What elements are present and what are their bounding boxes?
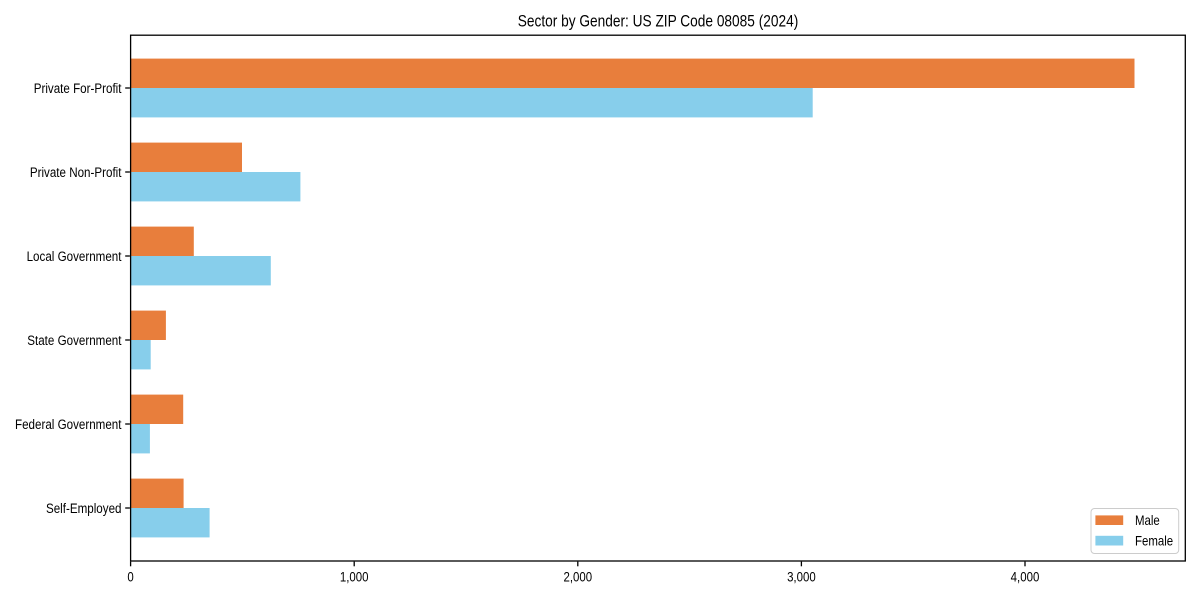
svg-text:State Government: State Government <box>27 332 122 348</box>
svg-text:Federal Government: Federal Government <box>15 416 122 432</box>
svg-text:0: 0 <box>127 569 133 584</box>
svg-text:Male: Male <box>1135 513 1160 528</box>
svg-text:Self-Employed: Self-Employed <box>46 500 122 516</box>
svg-text:3,000: 3,000 <box>787 569 816 584</box>
svg-text:Local Government: Local Government <box>27 248 122 264</box>
svg-text:Private Non-Profit: Private Non-Profit <box>30 164 122 180</box>
svg-text:Sector by Gender: US ZIP Code: Sector by Gender: US ZIP Code 08085 (202… <box>518 12 799 30</box>
svg-text:1,000: 1,000 <box>340 569 369 584</box>
svg-text:4,000: 4,000 <box>1011 569 1040 584</box>
svg-text:2,000: 2,000 <box>563 569 592 584</box>
svg-text:Private For-Profit: Private For-Profit <box>34 80 122 96</box>
svg-text:Female: Female <box>1135 534 1173 549</box>
